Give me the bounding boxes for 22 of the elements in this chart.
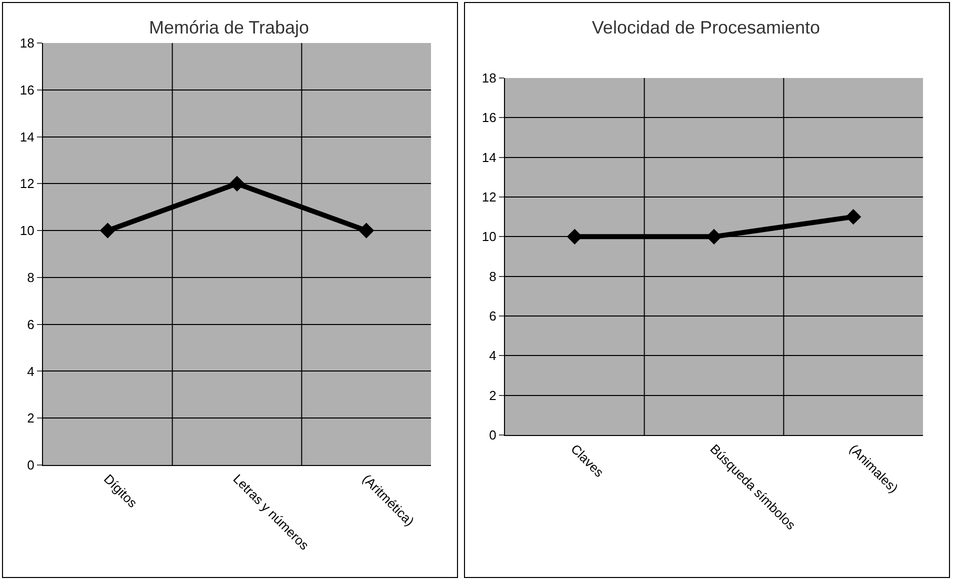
y-tick-label: 4	[27, 364, 34, 379]
y-tick-label: 0	[27, 458, 34, 473]
y-tick-label: 0	[489, 428, 496, 443]
y-tick-label: 2	[489, 388, 496, 403]
y-tick-label: 16	[482, 110, 496, 126]
y-tick-label: 18	[482, 70, 496, 86]
y-tick-label: 16	[20, 82, 34, 98]
y-tick-label: 12	[20, 176, 34, 192]
y-tick-label: 18	[20, 36, 34, 51]
y-tick-label: 4	[489, 348, 496, 364]
y-tick-label: 8	[489, 268, 496, 284]
y-tick-label: 14	[20, 129, 34, 144]
chart-title: Memória de Trabajo	[148, 18, 310, 38]
chart-title: Velocidad de Procesamiento	[592, 18, 820, 38]
y-tick-label: 14	[482, 150, 496, 165]
y-tick-label: 10	[20, 223, 34, 238]
y-tick-label: 6	[489, 308, 496, 324]
y-tick-label: 6	[27, 316, 34, 332]
y-tick-label: 10	[482, 229, 496, 244]
y-tick-label: 8	[27, 270, 34, 285]
y-tick-label: 2	[27, 410, 34, 426]
y-tick-label: 12	[482, 190, 496, 205]
